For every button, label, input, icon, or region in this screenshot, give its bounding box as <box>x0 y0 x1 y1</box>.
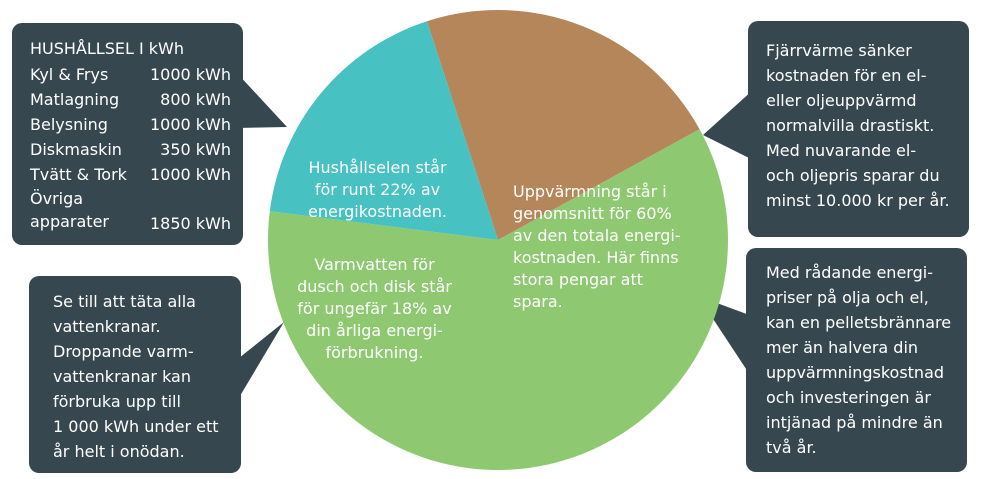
text-line: spara. <box>513 292 563 311</box>
text-line: vattenkranar kan <box>53 367 191 386</box>
pie-slice-hotwater <box>269 21 498 241</box>
slice-label-household: Hushållselen står för runt 22% av energiko… <box>290 157 465 223</box>
text-line: intjänad på mindre än <box>766 413 943 432</box>
household-row-label: Tvätt & Tork <box>30 165 127 184</box>
household-row-value: 1000 kWh <box>149 115 231 134</box>
text-line: genomsnitt för 60% <box>513 204 672 223</box>
household-row: Kyl & Frys 1000 kWh <box>30 62 231 87</box>
text-line: för ungefär 18% av <box>297 299 452 318</box>
text-line: stora pengar att <box>513 270 643 289</box>
household-row-label: Belysning <box>30 115 108 134</box>
text-line: priser på olja och el, <box>766 288 929 307</box>
text-line: och investeringen är <box>766 388 931 407</box>
text-line: Se till att täta alla <box>53 292 196 311</box>
household-row-value: 1000 kWh <box>149 165 231 184</box>
text-line: Droppande varm- <box>53 342 194 361</box>
text-line: mer än halvera din <box>766 338 919 357</box>
text-line: minst 10.000 kr per år. <box>766 191 950 210</box>
text-line: Med rådande energi- <box>766 263 933 282</box>
district-box-pointer <box>703 90 753 160</box>
slice-label-hotwater: Varmvatten för dusch och disk står för ung… <box>283 254 466 364</box>
pie-slice-heating <box>267 129 728 470</box>
text-line: av den totala energi- <box>513 226 681 245</box>
household-row-value: 350 kWh <box>160 140 231 159</box>
text-line: energikostnaden. <box>308 202 447 221</box>
district-heating-box: Fjärrvärme sänker kostnaden för en el-ell… <box>748 21 969 237</box>
household-row-value: 1850 kWh <box>149 214 231 233</box>
text-line: förbruka upp till <box>53 392 181 411</box>
pie-slices <box>267 10 728 470</box>
household-row-label: Kyl & Frys <box>30 65 109 84</box>
pellet-burner-box: Med rådande energi-priser på olja och el… <box>746 248 967 472</box>
text-line: 1 000 kWh under ett <box>53 417 219 436</box>
text-line: dusch och disk står <box>297 277 452 296</box>
text-line: Fjärrvärme sänker <box>766 41 912 60</box>
household-row-label: Övriga <box>30 189 84 208</box>
text-line: år helt i onödan. <box>53 442 185 461</box>
household-row-value: 1000 kWh <box>149 65 231 84</box>
text-line: kostnaden för en el- <box>766 66 927 85</box>
household-table: Kyl & Frys 1000 kWh Matlagning 800 kWh Belys… <box>30 62 243 235</box>
text-line: Hushållselen står <box>308 158 447 177</box>
faucet-box-pointer <box>234 322 284 406</box>
household-row-label: Matlagning <box>30 90 120 109</box>
household-row: Matlagning 800 kWh <box>30 87 231 112</box>
household-row-value: 800 kWh <box>160 90 231 109</box>
text-line: eller oljeuppvärmd <box>766 91 917 110</box>
household-row-label: apparater <box>30 212 109 231</box>
text-line: förbrukning. <box>325 343 424 362</box>
text-line: för runt 22% av <box>314 180 441 199</box>
household-box-title: HUSHÅLLSEL I kWh <box>30 39 184 58</box>
household-row: Övriga apparater 1850 kWh <box>30 187 231 235</box>
pie-slice-household <box>426 10 700 241</box>
text-line: kostnaden. Här finns <box>513 248 679 267</box>
text-line: kan en pelletsbrännare <box>766 313 952 332</box>
household-row: Diskmaskin 350 kWh <box>30 137 231 162</box>
text-line: Med nuvarande el- <box>766 141 917 160</box>
slice-label-heating: Uppvärmning står i genomsnitt för 60% av d… <box>513 181 703 313</box>
household-electricity-box: HUSHÅLLSEL I kWh Kyl & Frys 1000 kWh Matla… <box>12 23 243 245</box>
text-line: normalvilla drastiskt. <box>766 116 935 135</box>
text-line: två år. <box>766 438 817 457</box>
text-line: din årliga energi- <box>306 321 443 340</box>
text-line: Uppvärmning står i <box>513 182 667 201</box>
faucet-tip-box: Se till att täta alla vattenkranar. Droppa… <box>29 276 241 473</box>
household-box-pointer <box>236 72 287 128</box>
household-row: Tvätt & Tork 1000 kWh <box>30 162 231 187</box>
text-line: Varmvatten för <box>314 255 435 274</box>
text-line: uppvärmningskostnad <box>766 363 945 382</box>
household-row: Belysning 1000 kWh <box>30 112 231 137</box>
text-line: vattenkranar. <box>53 317 161 336</box>
household-row-label: Diskmaskin <box>30 140 122 159</box>
text-line: och oljepris sparar du <box>766 166 940 185</box>
